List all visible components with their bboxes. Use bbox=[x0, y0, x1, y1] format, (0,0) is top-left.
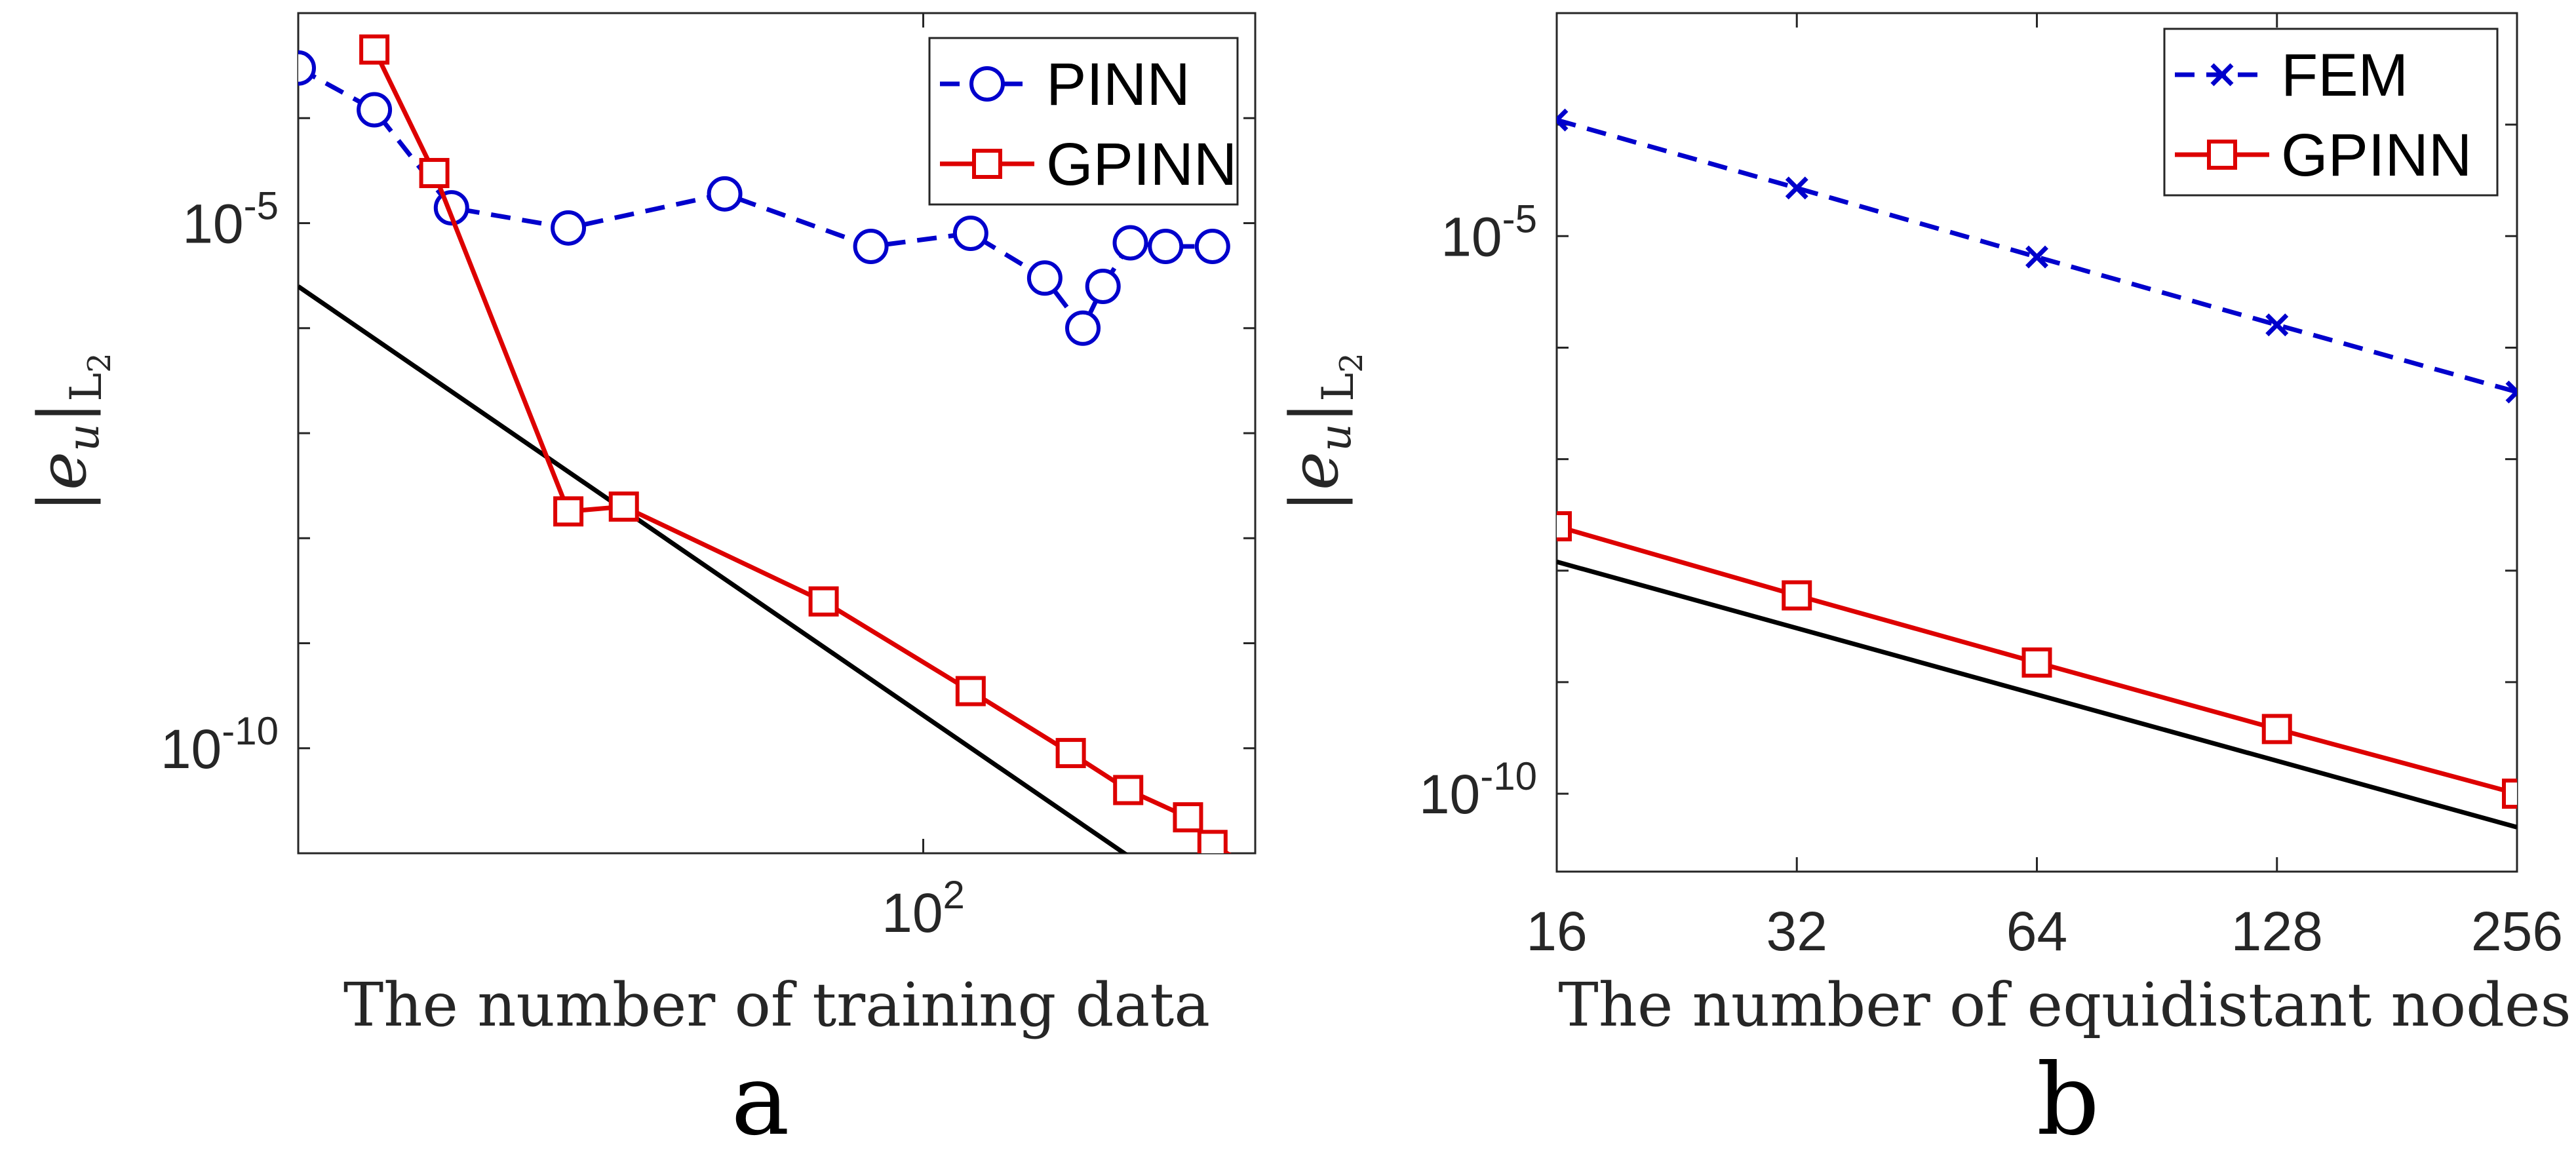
data-point-gpinn bbox=[808, 586, 839, 617]
data-point-pinn bbox=[1112, 225, 1148, 261]
data-point-fem bbox=[2265, 313, 2289, 337]
x-axis-label: The number of training data bbox=[343, 970, 1210, 1040]
y-axis-label: |eu|L2 bbox=[1276, 353, 1370, 512]
panel-a: 10-5 10-10 102 The number of training data |… bbox=[24, 12, 1268, 1157]
data-point-pinn bbox=[1085, 268, 1121, 304]
y-tick-label: 10-5 bbox=[1441, 197, 1537, 267]
data-point-pinn bbox=[551, 210, 587, 246]
legend-marker-fem bbox=[2210, 63, 2234, 87]
data-point-pinn bbox=[298, 50, 316, 86]
x-tick-label: 128 bbox=[2231, 900, 2323, 962]
data-point-gpinn bbox=[419, 158, 450, 189]
data-point-pinn bbox=[952, 216, 988, 252]
data-point-pinn bbox=[1148, 229, 1184, 265]
data-point-gpinn bbox=[359, 34, 390, 65]
data-point-gpinn bbox=[2021, 647, 2052, 678]
data-point-gpinn bbox=[2261, 714, 2292, 744]
data-point-fem bbox=[2505, 380, 2517, 404]
legend-label-gpinn: GPINN bbox=[1046, 131, 1237, 198]
x-tick-label: 102 bbox=[882, 873, 965, 944]
legend: PINN GPINN bbox=[928, 37, 1239, 206]
x-tick-label: 256 bbox=[2471, 900, 2563, 962]
data-point-gpinn bbox=[553, 496, 584, 527]
x-tick-label: 32 bbox=[1766, 900, 1827, 962]
y-axis-label: |eu|L2 bbox=[24, 353, 118, 512]
data-point-pinn bbox=[707, 176, 743, 212]
data-point-fem bbox=[1785, 176, 1808, 200]
legend-label-fem: FEM bbox=[2281, 42, 2408, 109]
legend-marker-gpinn bbox=[972, 149, 1002, 179]
data-point-pinn bbox=[1065, 310, 1101, 346]
x-tick-label: 64 bbox=[2006, 900, 2067, 962]
x-tick-label: 16 bbox=[1526, 900, 1587, 962]
legend-label-gpinn: GPINN bbox=[2281, 122, 2472, 189]
legend: FEM GPINN bbox=[2163, 28, 2499, 197]
data-point-pinn bbox=[357, 92, 393, 128]
x-axis-label: The number of equidistant nodes bbox=[1558, 970, 2571, 1040]
y-tick-label: 10-5 bbox=[182, 184, 279, 255]
y-tick-label: 10-10 bbox=[1419, 754, 1537, 825]
legend-label-pinn: PINN bbox=[1046, 51, 1190, 118]
data-point-gpinn bbox=[1113, 775, 1144, 805]
data-point-fem bbox=[2025, 245, 2048, 269]
data-point-pinn bbox=[1026, 260, 1063, 296]
legend-marker-pinn bbox=[969, 66, 1005, 102]
panel-label: b bbox=[2037, 1043, 2099, 1157]
reference-slope-line bbox=[298, 284, 1129, 853]
data-point-gpinn bbox=[1557, 511, 1572, 542]
panel-label: a bbox=[731, 1043, 789, 1157]
data-point-gpinn bbox=[1173, 802, 1203, 833]
data-point-gpinn bbox=[608, 492, 639, 522]
data-point-fem bbox=[1557, 108, 1569, 132]
legend-marker-gpinn bbox=[2207, 140, 2237, 170]
data-point-gpinn bbox=[2502, 779, 2517, 809]
reference-slope-line bbox=[1557, 559, 2517, 830]
data-point-gpinn bbox=[955, 676, 986, 706]
data-point-gpinn bbox=[1055, 738, 1086, 769]
data-point-gpinn bbox=[1197, 830, 1228, 853]
panel-b: 10-5 10-10 16 32 64 128 256 The number of equid… bbox=[1276, 12, 2571, 1157]
data-point-pinn bbox=[1194, 229, 1230, 265]
data-point-pinn bbox=[853, 229, 889, 265]
y-tick-label: 10-10 bbox=[161, 709, 279, 780]
series-line-fem bbox=[1557, 117, 2517, 395]
data-point-gpinn bbox=[1242, 857, 1268, 883]
data-point-gpinn bbox=[1782, 580, 1812, 611]
